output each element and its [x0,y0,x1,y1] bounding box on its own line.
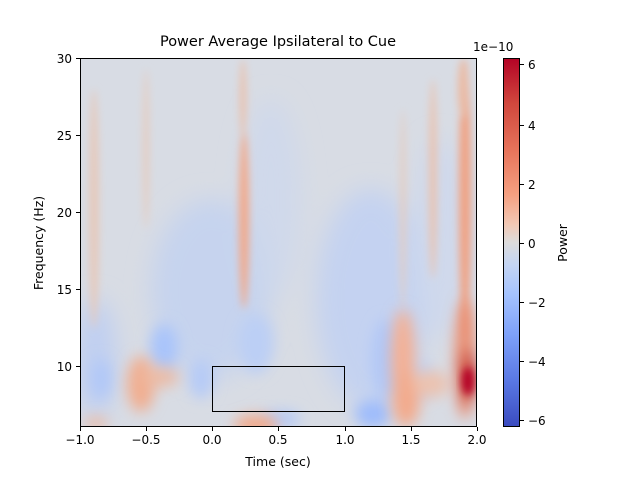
x-tick-label: 0.5 [268,433,288,447]
x-tick-label: 1.5 [401,433,421,447]
roi-rectangle [212,366,345,412]
colorbar-offset-text: 1e−10 [473,40,514,54]
y-tick-label: 10 [56,360,72,374]
colorbar-tick-label: 6 [528,58,536,72]
y-tick-label: 15 [56,283,72,297]
x-tick-label: −1.0 [65,433,95,447]
colorbar-tick-label: 2 [528,178,536,192]
colorbar-tick [520,302,524,303]
x-axis-label: Time (sec) [245,454,311,469]
chart-title: Power Average Ipsilateral to Cue [159,34,397,50]
x-tick [411,427,412,431]
colorbar-tick [520,243,524,244]
y-axis-label: Frequency (Hz) [30,195,46,291]
x-tick-label: −0.5 [131,433,161,447]
x-tick [345,427,346,431]
colorbar-label: Power [554,224,570,262]
colorbar-tick-label: −6 [528,414,546,428]
x-tick [80,427,81,431]
colorbar-tick-label: −4 [528,355,546,369]
y-tick-label: 30 [56,52,72,66]
colorbar-tick-label: 4 [528,119,536,133]
colorbar-tick [520,184,524,185]
colorbar-tick [520,420,524,421]
y-tick [76,212,80,213]
colorbar-tick [520,64,524,65]
x-tick [212,427,213,431]
heatmap-image [81,59,476,426]
colorbar [503,58,520,427]
y-tick [76,135,80,136]
x-tick [477,427,478,431]
colorbar-tick-label: −2 [528,296,546,310]
heatmap-plot-area [80,58,477,427]
y-tick [76,289,80,290]
colorbar-tick-label: 0 [528,237,536,251]
y-tick [76,58,80,59]
x-tick [146,427,147,431]
colorbar-tick [520,361,524,362]
colorbar-tick [520,125,524,126]
x-tick [278,427,279,431]
y-tick-label: 25 [56,129,72,143]
x-tick-label: 2.0 [467,433,487,447]
y-tick-label: 20 [56,206,72,220]
x-tick-label: 0.0 [202,433,222,447]
y-tick [76,366,80,367]
x-tick-label: 1.0 [335,433,355,447]
